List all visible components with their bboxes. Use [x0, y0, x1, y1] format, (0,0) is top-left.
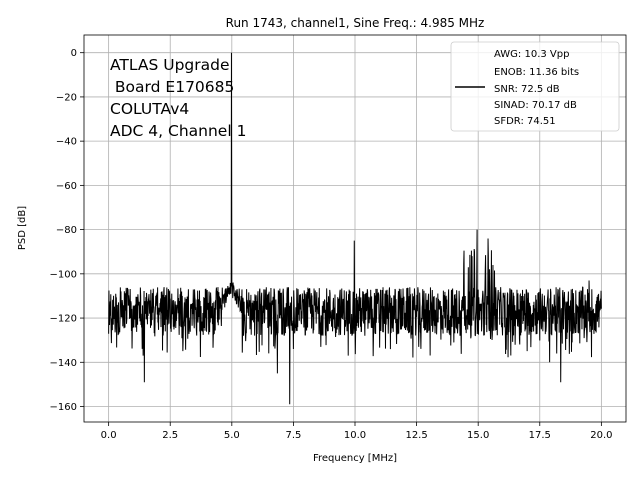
x-axis-label: Frequency [MHz] [313, 453, 397, 464]
legend: AWG: 10.3 Vpp ENOB: 11.36 bits SNR: 72.5… [450, 41, 620, 132]
y-tick-label: −80 [56, 225, 77, 236]
x-tick-label: 5.0 [224, 430, 240, 441]
legend-line-awg: AWG: 10.3 Vpp [494, 49, 569, 60]
annotation-line-1: ATLAS Upgrade [110, 56, 230, 74]
y-tick-label: −120 [50, 314, 77, 325]
y-axis-label: PSD [dB] [17, 206, 28, 250]
y-tick-label: −40 [56, 137, 77, 148]
y-tick-label: −20 [56, 92, 77, 103]
x-tick-label: 12.5 [405, 430, 427, 441]
x-axis-ticks: 0.0 2.5 5.0 7.5 10.0 12.5 15.0 17.5 20.0 [101, 422, 612, 441]
y-tick-label: 0 [71, 48, 77, 59]
board-annotation: ATLAS Upgrade Board E170685 COLUTAv4 ADC… [110, 56, 246, 140]
legend-line-enob: ENOB: 11.36 bits [494, 67, 579, 78]
legend-box [450, 41, 620, 132]
legend-line-snr: SNR: 72.5 dB [494, 84, 560, 95]
x-tick-label: 10.0 [344, 430, 366, 441]
annotation-line-4: ADC 4, Channel 1 [110, 122, 246, 140]
annotation-line-2: Board E170685 [110, 78, 234, 96]
x-tick-label: 2.5 [162, 430, 178, 441]
y-axis-ticks: 0 −20 −40 −60 −80 −100 −120 −140 −160 [50, 48, 84, 413]
chart-title: Run 1743, channel1, Sine Freq.: 4.985 MH… [226, 16, 485, 30]
y-tick-label: −160 [50, 402, 77, 413]
psd-series-line [108, 52, 602, 405]
legend-line-sfdr: SFDR: 74.51 [494, 116, 556, 127]
y-tick-label: −60 [56, 181, 77, 192]
x-tick-label: 7.5 [285, 430, 301, 441]
x-tick-label: 15.0 [467, 430, 489, 441]
plot-area [108, 52, 602, 405]
x-tick-label: 17.5 [529, 430, 551, 441]
x-tick-label: 0.0 [101, 430, 117, 441]
annotation-line-3: COLUTAv4 [110, 100, 189, 118]
x-tick-label: 20.0 [590, 430, 612, 441]
y-tick-label: −100 [50, 269, 77, 280]
y-tick-label: −140 [50, 358, 77, 369]
legend-line-sinad: SINAD: 70.17 dB [494, 100, 577, 111]
